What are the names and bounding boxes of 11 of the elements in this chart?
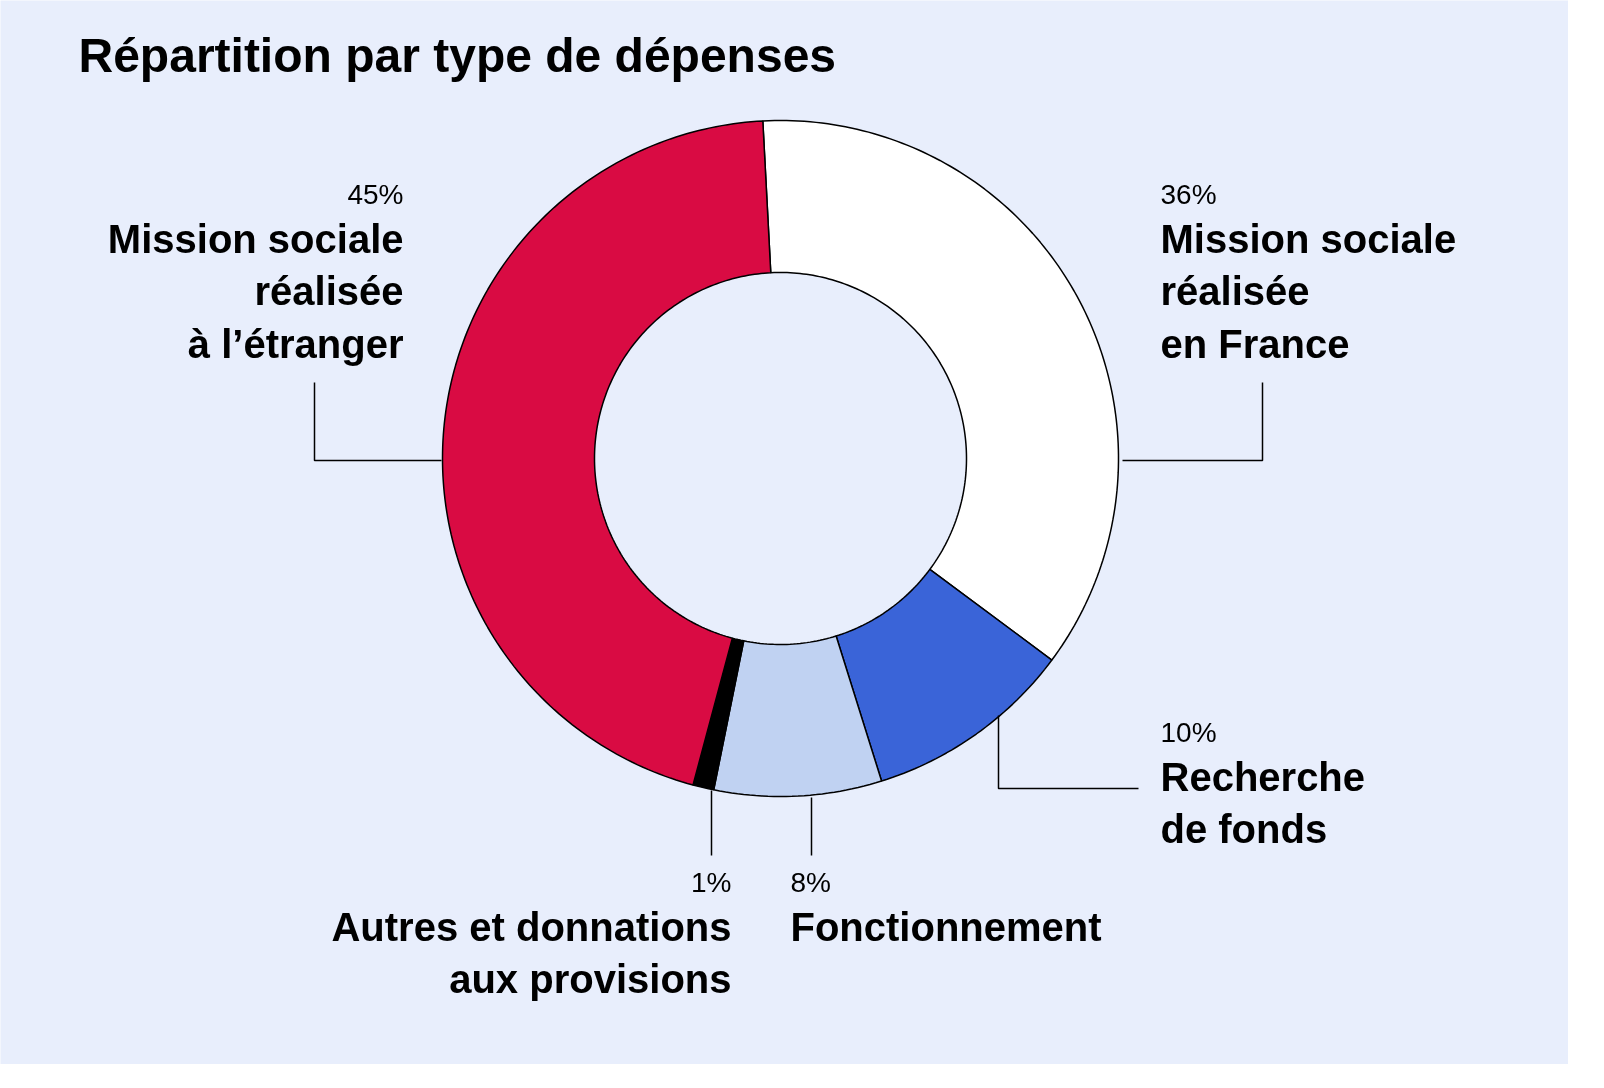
data-label: 45% — [347, 178, 404, 210]
slice-label: Autres et donnations aux provisions — [331, 904, 732, 1002]
slice-label: Mission sociale réalisée à l’étranger — [107, 216, 404, 367]
data-label: 8% — [790, 866, 831, 898]
slice-label: Mission sociale réalisée en France — [1160, 216, 1457, 367]
slice-label: Recherche de fonds — [1160, 754, 1366, 852]
data-label: 1% — [691, 866, 732, 898]
chart-title: Répartition par type de dépenses — [78, 28, 837, 82]
data-label: 10% — [1160, 716, 1217, 748]
slice-label: Fonctionnement — [790, 904, 1102, 949]
data-label: 36% — [1160, 178, 1217, 210]
